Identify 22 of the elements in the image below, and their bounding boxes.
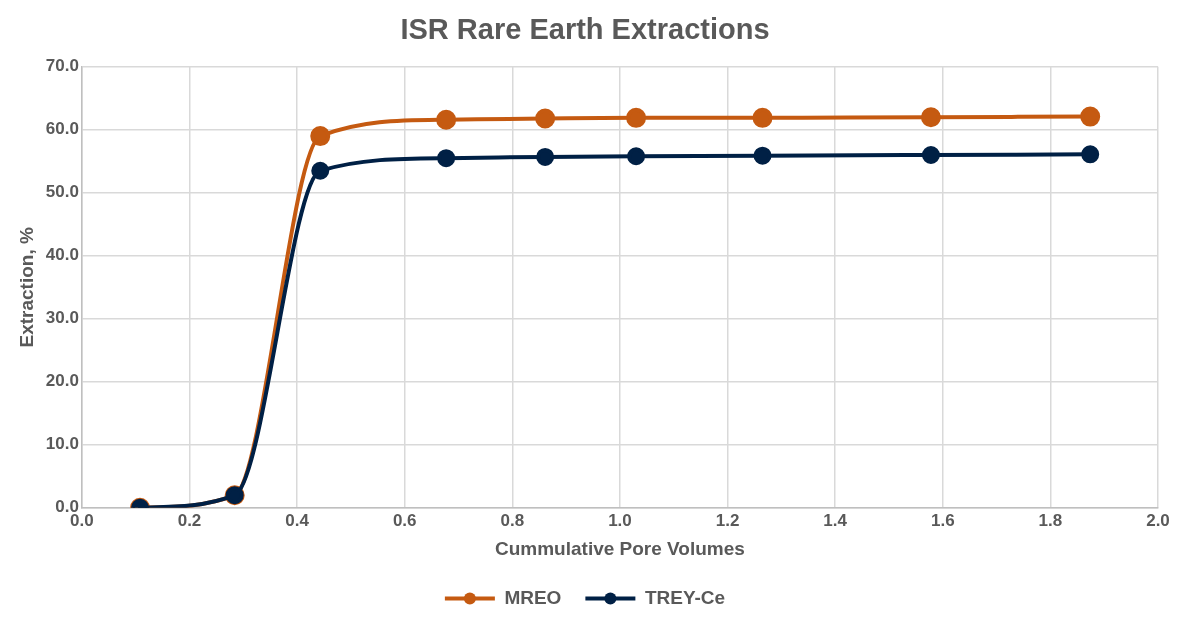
legend-label: MREO	[504, 586, 562, 608]
y-tick-label: 60.0	[45, 119, 79, 139]
x-tick-label: 0.2	[177, 510, 202, 530]
x-tick-label: 0.8	[500, 510, 525, 530]
x-tick-label: 2.0	[1146, 510, 1170, 530]
y-tick-label: 20.0	[45, 371, 79, 391]
x-tick-label: 0.6	[392, 510, 417, 530]
x-tick-label: 1.8	[1038, 510, 1063, 530]
y-tick-label: 30.0	[45, 308, 79, 328]
y-axis-title: Extraction, %	[15, 227, 37, 348]
y-tick-label: 70.0	[45, 56, 79, 76]
y-tick-label: 50.0	[45, 182, 79, 202]
legend-label: TREY-Ce	[644, 586, 726, 608]
x-tick-label: 1.4	[823, 510, 848, 530]
x-tick-label: 1.2	[715, 510, 740, 530]
x-axis-title: Cummulative Pore Volumes	[495, 537, 745, 559]
x-tick-label: 1.6	[930, 510, 955, 530]
x-tick-label: 1.0	[608, 510, 632, 530]
x-tick-label: 0.4	[285, 510, 310, 530]
y-tick-label: 10.0	[45, 434, 79, 454]
chart-title: ISR Rare Earth Extractions	[400, 13, 770, 46]
y-tick-label: 40.0	[45, 245, 79, 265]
